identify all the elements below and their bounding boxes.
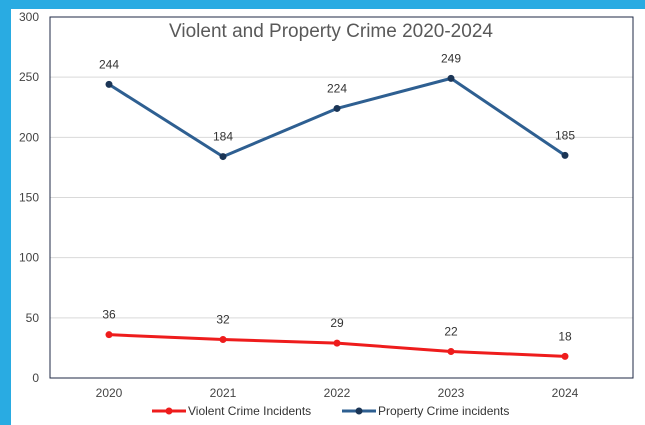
- x-tick-label: 2023: [438, 386, 465, 400]
- legend: Violent Crime Incidents Property Crime in…: [152, 404, 509, 418]
- y-tick-label: 300: [19, 10, 39, 24]
- data-label: 249: [441, 51, 461, 65]
- data-label: 32: [216, 312, 230, 326]
- y-tick-label: 0: [32, 371, 39, 385]
- y-tick-label: 150: [19, 191, 39, 205]
- legend-marker: [165, 407, 173, 415]
- y-tick-label: 250: [19, 70, 39, 84]
- y-tick-label: 200: [19, 130, 39, 144]
- series-layer: 36 32 29 22 18 244 184 224 249 185: [99, 51, 575, 360]
- x-tick-label: 2021: [210, 386, 237, 400]
- data-point: [333, 339, 341, 347]
- data-point: [333, 104, 341, 112]
- x-axis-ticks: 2020 2021 2022 2023 2024: [96, 386, 579, 400]
- data-label: 184: [213, 130, 233, 144]
- chart-panel: Violent and Property Crime 2020-2024 0 50…: [11, 9, 645, 425]
- legend-label: Property Crime incidents: [378, 404, 509, 418]
- gridlines: [50, 76, 633, 319]
- data-point: [105, 80, 113, 88]
- x-tick-label: 2020: [96, 386, 123, 400]
- data-point: [447, 348, 455, 356]
- x-tick-label: 2022: [324, 386, 351, 400]
- chart-title: Violent and Property Crime 2020-2024: [169, 21, 493, 42]
- data-point: [561, 151, 569, 159]
- data-label: 224: [327, 81, 347, 95]
- data-label: 244: [99, 57, 119, 71]
- legend-marker: [355, 407, 363, 415]
- y-axis-ticks: 0 50 100 150 200 250 300: [19, 10, 39, 385]
- data-point: [447, 74, 455, 82]
- plot-area-border: [49, 16, 634, 379]
- data-point: [219, 335, 227, 343]
- data-label: 18: [558, 329, 572, 343]
- data-point: [561, 352, 569, 360]
- data-label: 36: [102, 308, 116, 322]
- data-label: 22: [444, 325, 458, 339]
- data-label: 29: [330, 316, 344, 330]
- legend-label: Violent Crime Incidents: [188, 404, 311, 418]
- data-point: [105, 331, 113, 339]
- x-tick-label: 2024: [552, 386, 579, 400]
- data-point: [219, 153, 227, 161]
- y-tick-label: 50: [26, 311, 40, 325]
- y-tick-label: 100: [19, 251, 39, 265]
- data-label: 185: [555, 128, 575, 142]
- line-chart: Violent and Property Crime 2020-2024 0 50…: [19, 10, 634, 418]
